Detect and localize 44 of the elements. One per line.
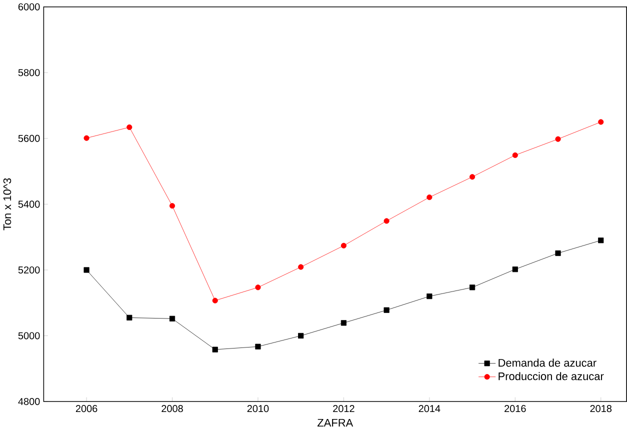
point — [126, 314, 132, 321]
y-tick-label: 5600 — [18, 134, 40, 142]
x-axis-title: ZAFRA — [317, 419, 354, 427]
point — [126, 124, 132, 130]
point — [555, 250, 561, 256]
point — [169, 203, 176, 209]
point — [212, 346, 218, 352]
y-tick-label: 4800 — [18, 398, 40, 406]
point — [340, 320, 346, 326]
x-tick-label: 2010 — [247, 405, 269, 412]
y-tick-label: 5200 — [18, 266, 40, 274]
point — [255, 344, 261, 350]
point — [426, 194, 432, 200]
legend-label: Demanda de azucar — [498, 358, 596, 367]
point — [426, 294, 432, 300]
point — [470, 284, 476, 290]
point — [255, 284, 261, 290]
point — [384, 218, 390, 224]
y-axis-title: Ton x 10^3 — [3, 178, 12, 230]
y-tick-label: 5400 — [18, 200, 40, 208]
point — [555, 136, 561, 142]
x-tick-label: 2014 — [418, 405, 440, 412]
point — [340, 242, 346, 249]
point — [298, 264, 304, 270]
y-tick-label: 5800 — [18, 69, 40, 76]
point — [212, 298, 218, 304]
y-tick-label: 5000 — [18, 332, 40, 340]
point — [512, 266, 518, 272]
x-tick-label: 2018 — [590, 405, 612, 412]
point — [169, 316, 176, 322]
x-tick-label: 2008 — [162, 405, 183, 412]
x-tick-label: 2012 — [333, 405, 354, 412]
point — [598, 119, 604, 125]
point — [384, 307, 390, 313]
x-tick-label: 2006 — [76, 405, 98, 412]
point — [84, 135, 90, 141]
point — [598, 238, 604, 244]
point — [84, 267, 90, 273]
x-tick-label: 2016 — [504, 405, 526, 412]
point — [470, 174, 476, 180]
point — [298, 333, 304, 339]
point — [512, 152, 518, 158]
legend-label: Produccion de azucar — [498, 372, 604, 380]
y-tick-label: 6000 — [18, 3, 40, 10]
